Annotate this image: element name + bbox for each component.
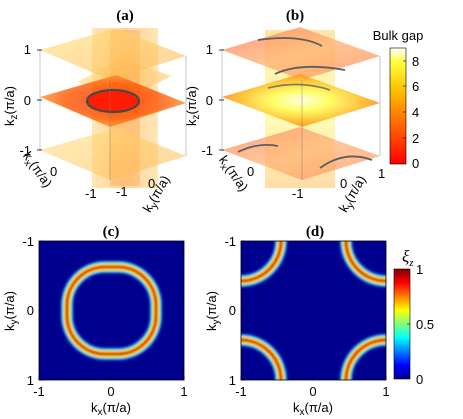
panel-a-slice-top xyxy=(40,28,186,80)
panel-label-d: (d) xyxy=(306,224,324,240)
panel-d-heatmap: -1 0 1 -1 0 1 ky(π/a) kx(π/a) xyxy=(204,234,390,418)
panel-a-ky-tick-m1: -1 xyxy=(116,184,128,199)
panel-a-kz-label: kz(π/a) xyxy=(2,86,20,126)
panel-d-ky-tick-0: 0 xyxy=(229,303,236,318)
panel-c-ky-tick-0: 0 xyxy=(27,303,34,318)
bulk-gap-colorbar: Bulk gap 8 6 4 2 0 xyxy=(373,28,424,171)
xi-colorbar: ξz 1 0.5 0 xyxy=(393,247,434,387)
panel-label-a: (a) xyxy=(116,8,134,24)
panel-c-ky-tick-1: 1 xyxy=(27,373,34,388)
panel-a-kx-tick-0: 0 xyxy=(50,164,57,179)
panel-label-c: (c) xyxy=(103,224,120,240)
panel-b-kz-tick-1: 1 xyxy=(206,42,213,57)
panel-a-nodal-ring xyxy=(85,88,141,114)
xi-tick-0: 0 xyxy=(416,372,423,387)
panel-d-ky-tick-m1: -1 xyxy=(224,234,236,249)
xi-colorbar-title: ξz xyxy=(402,247,414,269)
panel-a-slice-bottom xyxy=(40,128,186,180)
panel-c-ky-tick-m1: -1 xyxy=(22,234,34,249)
bulk-gap-colorbar-bar xyxy=(389,47,407,165)
panel-b-slice-middle xyxy=(222,74,380,127)
panel-a-kz-tick-0: 0 xyxy=(24,93,31,108)
panel-c-ring xyxy=(61,261,162,360)
panel-d-background xyxy=(241,241,386,380)
bulk-gap-colorbar-title: Bulk gap xyxy=(373,28,424,43)
panel-c-kx-tick-m1: -1 xyxy=(33,384,45,399)
panel-b-top-ring-arc-2 xyxy=(274,65,346,75)
panel-a-kz-tick-m1: -1 xyxy=(19,143,31,158)
panel-b-slice-bottom xyxy=(222,127,380,180)
panel-b-kx-label: kx(π/a) xyxy=(214,153,252,196)
panel-b-ky-tick-0: 0 xyxy=(340,176,347,191)
xi-tick-0p5: 0.5 xyxy=(416,317,434,332)
panel-d-kx-tick-1: 1 xyxy=(382,384,389,399)
panel-a-kz-tick-1: 1 xyxy=(24,42,31,57)
panel-a-ky-tick-0: 0 xyxy=(148,176,155,191)
xi-tick-1: 1 xyxy=(416,262,423,277)
panel-d-ky-label: ky(π/a) xyxy=(204,291,222,331)
panel-c-ky-label: ky(π/a) xyxy=(2,291,20,331)
panel-label-b: (b) xyxy=(286,8,304,24)
panel-d-kx-tick-0: 0 xyxy=(309,384,316,399)
panel-b-kz-label: kz(π/a) xyxy=(184,86,202,126)
panel-b-kz-tick-m1: -1 xyxy=(201,143,213,158)
panel-a-3d-plot: 1 0 -1 kz(π/a) 0 -1 kx(π/a) 0 -1 ky(π/a) xyxy=(2,28,187,215)
bulk-gap-tick-0: 0 xyxy=(412,156,419,171)
panel-d-ky-tick-1: 1 xyxy=(229,373,236,388)
panel-b-mid-ring-arc xyxy=(267,83,331,91)
panel-d-kx-label: kx(π/a) xyxy=(293,400,333,418)
bulk-gap-tick-8: 8 xyxy=(412,54,419,69)
panel-b-3d-plot: 1 0 -1 kz(π/a) 0 kx(π/a) -1 0 1 ky(π/a) xyxy=(184,27,385,215)
panel-b-ky-tick-1: 1 xyxy=(378,166,385,181)
panel-b-ky-tick-m1: -1 xyxy=(292,186,304,201)
panel-b-slice-top xyxy=(222,27,380,80)
bulk-gap-tick-4: 4 xyxy=(412,105,419,120)
panel-c-kx-tick-0: 0 xyxy=(107,384,114,399)
panel-c-kx-label: kx(π/a) xyxy=(91,400,131,418)
bulk-gap-tick-2: 2 xyxy=(412,131,419,146)
panel-c-kx-tick-1: 1 xyxy=(180,384,187,399)
bulk-gap-tick-6: 6 xyxy=(412,79,419,94)
panel-a-kx-tick-m1: -1 xyxy=(85,186,97,201)
panel-b-top-ring-arc-1 xyxy=(257,37,323,47)
panel-b-bottom-ring-arc-2 xyxy=(319,155,373,169)
panel-d-kx-tick-m1: -1 xyxy=(235,384,247,399)
panel-b-bottom-ring-arc-1 xyxy=(237,143,279,153)
panel-b-kz-tick-0: 0 xyxy=(206,93,213,108)
panel-b-kx-tick-0: 0 xyxy=(247,164,254,179)
panel-c-heatmap: -1 0 1 -1 0 1 ky(π/a) kx(π/a) xyxy=(2,234,188,418)
